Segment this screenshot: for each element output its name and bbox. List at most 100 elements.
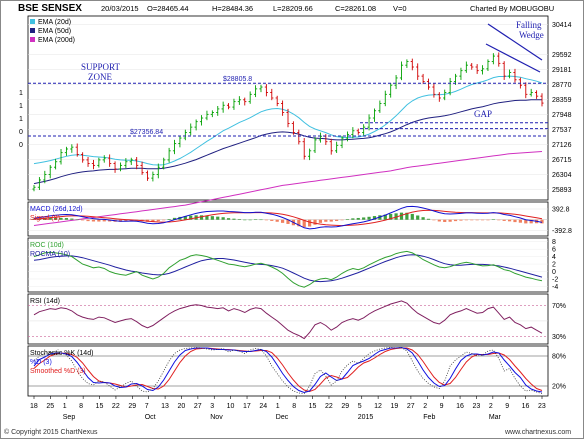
left-axis-label: 0 [19, 129, 23, 136]
x-month-label: Oct [145, 414, 156, 421]
macd-histogram-bar [124, 219, 128, 222]
x-tick-label: 27 [194, 403, 202, 410]
panel-frame [27, 345, 549, 397]
legend-label: EMA (200d) [38, 37, 75, 44]
macd-histogram-bar [54, 217, 58, 220]
x-month-label: Nov [210, 414, 223, 421]
macd-histogram-bar [64, 218, 69, 220]
x-tick-label: 8 [79, 403, 83, 410]
x-tick-label: 24 [259, 403, 267, 410]
x-tick-label: 10 [227, 403, 235, 410]
stoch-tick-label: 80% [552, 354, 566, 361]
x-tick-label: 25 [46, 403, 54, 410]
rsi-legend: RSI (14d) [30, 298, 60, 305]
roc-tick-label: 2 [552, 262, 556, 269]
macd-histogram-bar [399, 212, 404, 220]
stoch-d-line [33, 346, 543, 394]
x-tick-label: 15 [309, 403, 317, 410]
price-tick-label: 25893 [552, 187, 572, 194]
header-date: 20/03/2015 [101, 4, 139, 13]
macd-histogram-bar [297, 219, 301, 227]
macd-histogram-bar [264, 219, 268, 221]
x-tick-label: 16 [522, 403, 530, 410]
macd-histogram-bar [280, 219, 285, 223]
macd-histogram-bar [464, 219, 468, 221]
macd-histogram-bar [367, 216, 371, 220]
header-high: H=28484.36 [212, 4, 253, 13]
x-tick-label: 1 [63, 403, 67, 410]
macd-histogram-bar [43, 218, 47, 220]
macd-histogram-bar [232, 218, 236, 220]
macd-histogram-bar [491, 219, 495, 221]
x-month-label: Dec [276, 414, 289, 421]
macd-histogram-bar [243, 219, 247, 221]
macd-histogram-bar [421, 217, 425, 220]
macd-histogram-bar [216, 216, 220, 220]
panel-frame [27, 293, 549, 345]
roc-legend: ROC (10d) [30, 242, 64, 249]
macd-histogram-bar [394, 213, 398, 220]
macd-histogram-bar [75, 219, 79, 221]
support-zone-label: ZONE [88, 72, 112, 82]
macd-histogram-bar [183, 216, 187, 220]
macd-histogram-bar [426, 218, 431, 220]
macd-histogram-bar [151, 219, 155, 222]
macd-histogram-bar [199, 215, 204, 220]
roc-line [33, 250, 543, 288]
price-tick-label: 26715 [552, 157, 572, 164]
macd-histogram-bar [70, 218, 74, 220]
macd-histogram-bar [470, 219, 474, 221]
charted-by: Charted By MOBUGOBU [470, 4, 554, 13]
macd-histogram-bar [253, 219, 258, 221]
macd-histogram-bar [97, 219, 101, 222]
falling-wedge-label: Wedge [519, 30, 544, 40]
x-tick-label: 29 [128, 403, 136, 410]
macd-histogram-bar [340, 219, 344, 221]
rsi-line [33, 300, 543, 340]
macd-histogram-bar [432, 219, 436, 221]
footer-url: www.chartnexus.com [504, 429, 571, 436]
support-price-label: $27356.84 [130, 129, 163, 136]
macd-histogram-bar [351, 218, 355, 220]
support-zone-label: SUPPORT [81, 62, 120, 72]
macd-histogram-bar [416, 215, 420, 220]
stoch-smoothed-d-line [33, 347, 543, 393]
macd-histogram-bar [318, 219, 323, 223]
macd-histogram-bar [513, 219, 517, 223]
x-tick-label: 19 [391, 403, 399, 410]
header-close: C=28261.08 [335, 4, 376, 13]
stoch-tick-label: 20% [552, 384, 566, 391]
x-tick-label: 5 [358, 403, 362, 410]
x-month-label: 2015 [358, 414, 374, 421]
macd-histogram-bar [275, 219, 279, 222]
panel-frame [27, 201, 549, 237]
copyright-text: © Copyright 2015 ChartNexus [4, 428, 98, 436]
header-volume: V=0 [393, 4, 407, 13]
header-open: O=28465.44 [147, 4, 189, 13]
x-tick-label: 3 [210, 403, 214, 410]
macd-histogram-bar [324, 219, 328, 222]
x-tick-label: 7 [145, 403, 149, 410]
macd-tick-label: -392.8 [552, 228, 572, 235]
wedge-lower-line [485, 43, 541, 73]
left-axis-label: 0 [19, 142, 23, 149]
macd-histogram-bar [226, 218, 231, 220]
wedge-upper-line [487, 23, 543, 61]
macd-histogram-bar [329, 219, 333, 222]
x-tick-label: 18 [30, 403, 38, 410]
x-tick-label: 9 [440, 403, 444, 410]
x-month-label: Sep [63, 414, 76, 421]
macd-histogram-bar [410, 213, 414, 220]
roc-tick-label: -2 [552, 276, 558, 283]
resistance-price-label: $28805.8 [223, 76, 252, 83]
macd-histogram-bar [529, 219, 533, 224]
legend-swatch [30, 28, 35, 33]
legend-label: EMA (50d) [38, 28, 71, 35]
price-tick-label: 29592 [552, 52, 572, 59]
x-tick-label: 20 [177, 403, 185, 410]
macd-histogram-bar [308, 219, 312, 227]
macd-histogram-bar [437, 219, 441, 222]
stoch-d-legend: %D (3) [30, 359, 52, 366]
